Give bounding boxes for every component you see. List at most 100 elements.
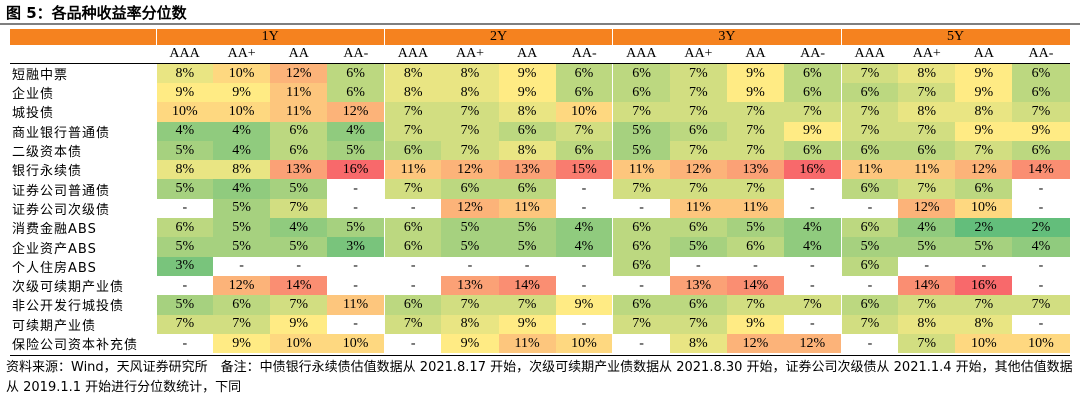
table-row: 消费金融ABS 6% 5% 4% 5% 6% 5% 5% 4% 6% 6% 5% 4% 6% 4% 2% 2% [10, 218, 1070, 238]
heatmap-cell: 4% [213, 140, 271, 161]
heatmap-cell: 7% [1012, 295, 1070, 315]
table-row: 短融中票 8% 10% 12% 6% 8% 8% 9% 6% 6% 7% 9% 6% 7% 8% 9% 6% [10, 63, 1070, 83]
rating-header: AA+ [441, 45, 499, 64]
heatmap-cell: - [383, 333, 442, 354]
heatmap-cell: 9% [498, 314, 556, 334]
heatmap-cell: 5% [498, 218, 556, 238]
rating-header: AA- [327, 45, 385, 64]
rating-header: AA [270, 45, 328, 64]
heatmap-cell: 9% [726, 314, 785, 334]
rating-header: AA- [1012, 45, 1070, 64]
heatmap-cell: - [1012, 179, 1070, 199]
heatmap-cell: 6% [726, 237, 785, 257]
heatmap-cell: 4% [155, 121, 214, 141]
heatmap-cell: 6% [383, 218, 442, 238]
heatmap-cell: 8% [955, 314, 1013, 334]
heatmap-cell: 10% [327, 333, 385, 354]
heatmap-cell: 4% [270, 218, 328, 238]
rating-header: AAA [156, 45, 214, 64]
heatmap-cell: 5% [213, 218, 271, 238]
heatmap-cell: 9% [441, 333, 499, 354]
rating-header: AA [955, 45, 1013, 64]
heatmap-cell: 6% [498, 179, 556, 199]
heatmap-cell: 7% [669, 314, 727, 334]
heatmap-cell: 9% [784, 121, 842, 141]
heatmap-cell: 12% [669, 160, 727, 180]
rating-header: AA [498, 45, 556, 64]
heatmap-cell: 7% [726, 102, 785, 122]
heatmap-cell: 6% [898, 140, 956, 161]
heatmap-cell: 4% [213, 121, 271, 141]
heatmap-cell: - [441, 256, 499, 276]
heatmap-cell: 7% [898, 179, 956, 199]
heatmap-cell: 6% [213, 295, 271, 315]
heatmap-cell: 5% [669, 237, 727, 257]
heatmap-cell: 5% [155, 237, 214, 257]
heatmap-cell: 9% [498, 63, 556, 83]
heatmap-cell: - [155, 275, 214, 296]
heatmap-cell: 7% [669, 140, 727, 161]
heatmap-cell: 8% [383, 83, 442, 103]
tenor-header-row: 1Y 2Y 3Y 5Y [10, 29, 1070, 45]
heatmap-cell: 14% [498, 275, 556, 296]
rating-header: AA+ [213, 45, 271, 64]
heatmap-cell: 9% [155, 83, 214, 103]
table-row: 企业资产ABS 5% 5% 5% 3% 6% 5% 5% 4% 6% 5% 6% 4% 5% 5% 5% 4% [10, 237, 1070, 257]
heatmap-cell: 8% [441, 63, 499, 83]
heatmap-cell: 5% [840, 237, 899, 257]
heatmap-cell: 13% [441, 275, 499, 296]
table-row: 商业银行普通债 4% 4% 6% 4% 7% 7% 6% 7% 5% 6% 7% 9% 7% 7% 9% 9% [10, 121, 1070, 141]
heatmap-cell: 11% [327, 295, 385, 315]
heatmap-cell: 7% [669, 63, 727, 83]
heatmap-cell: 7% [383, 121, 442, 141]
title-divider [0, 23, 1080, 25]
heatmap-cell: 4% [898, 218, 956, 238]
heatmap-cell: - [555, 314, 613, 334]
heatmap-cell: 6% [441, 179, 499, 199]
heatmap-cell: 10% [213, 102, 271, 122]
heatmap-cell: 12% [898, 198, 956, 219]
heatmap-cell: 9% [555, 295, 613, 315]
table-row: 保险公司资本补充债 -9% 10% 10% -9% 11% 10% -8% 12% 12% -7% 1… [10, 333, 1070, 354]
heatmap-cell: - [155, 333, 214, 354]
heatmap-cell: 6% [669, 121, 727, 141]
heatmap-cell: 5% [441, 218, 499, 238]
rating-header: AA- [784, 45, 842, 64]
heatmap-cell: 7% [898, 295, 956, 315]
heatmap-cell: 11% [726, 198, 785, 219]
table-row: 可续期产业债 7% 7% 9% -7% 8% 9% -7% 7% 9% -7% 8% 8% - [10, 314, 1070, 334]
heatmap-cell: 6% [612, 256, 670, 276]
heatmap-cell: 3% [155, 256, 214, 276]
heatmap-cell: 11% [270, 102, 328, 122]
heatmap-cell: 6% [327, 83, 385, 103]
heatmap-cell: 14% [270, 275, 328, 296]
heatmap-cell: 7% [612, 102, 670, 122]
heatmap-cell: 5% [327, 218, 385, 238]
table-row: 证券公司次级债 -5% 7% - -12% 11% - -11% 11% - -12% 10% - [10, 198, 1070, 219]
heatmap-cell: - [840, 275, 899, 296]
heatmap-cell: 7% [441, 295, 499, 315]
heatmap-cell: 5% [441, 237, 499, 257]
heatmap-cell: 6% [955, 179, 1013, 199]
heatmap-cell: - [555, 179, 613, 199]
heatmap-cell: 6% [612, 237, 670, 257]
heatmap-cell: 6% [840, 295, 899, 315]
heatmap-cell: 9% [955, 83, 1013, 103]
heatmap-cell: - [612, 275, 670, 296]
heatmap-cell: 9% [955, 121, 1013, 141]
heatmap-cell: 13% [669, 275, 727, 296]
heatmap-cell: - [726, 256, 785, 276]
heatmap-cell: 6% [155, 218, 214, 238]
heatmap-cell: 8% [383, 63, 442, 83]
heatmap-cell: - [383, 275, 442, 296]
table-row: 城投债 10% 10% 11% 12% 7% 7% 8% 10% 7% 7% 7% 7% 7% 8% 8% 7% [10, 102, 1070, 122]
rating-header: AAA [841, 45, 899, 64]
heatmap-cell: 10% [555, 102, 613, 122]
heatmap-cell: - [327, 275, 385, 296]
heatmap-cell: - [327, 314, 385, 334]
heatmap-cell: - [498, 256, 556, 276]
table-row: 非公开发行城投债 5% 6% 7% 11% 6% 7% 7% 9% 6% 6% 7% 7% 6% 7% 7% 7… [10, 295, 1070, 315]
row-label: 商业银行普通债 [10, 121, 156, 141]
heatmap-cell: - [327, 198, 385, 219]
heatmap-cell: 6% [555, 63, 613, 83]
